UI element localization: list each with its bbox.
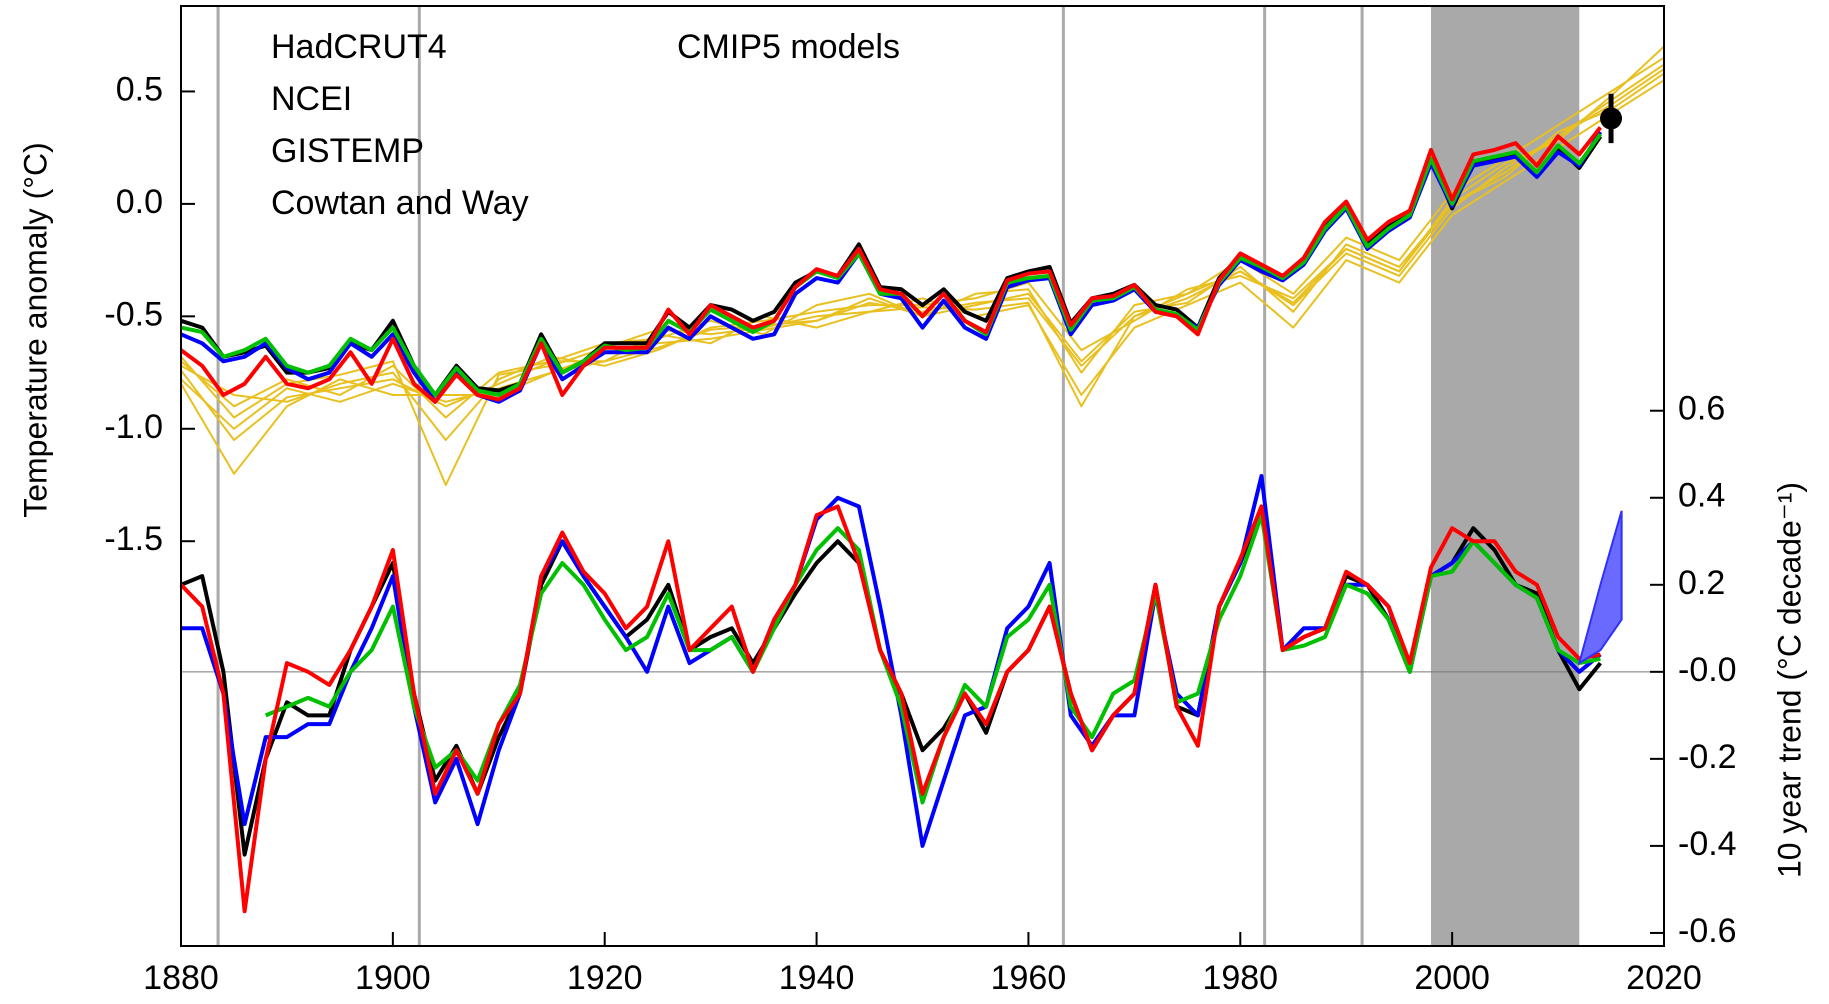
y2-tick-label: -0.0 <box>1678 651 1737 689</box>
y-tick-label: -0.5 <box>104 295 163 333</box>
legend-entry: CMIP5 models <box>677 28 900 66</box>
x-tick-label: 1960 <box>991 959 1067 997</box>
y-tick-label: 0.0 <box>116 183 163 221</box>
trend-line <box>179 504 1601 914</box>
y2-axis-label: 10 year trend (°C decade⁻¹) <box>1771 482 1807 878</box>
obs-line <box>179 126 1602 404</box>
x-tick-label: 2020 <box>1626 959 1702 997</box>
legend-entry: GISTEMP <box>271 132 424 170</box>
x-tick-label: 1980 <box>1202 959 1278 997</box>
y-tick-label: 0.5 <box>116 70 163 108</box>
point <box>1600 107 1623 130</box>
x-tick-label: 2000 <box>1414 959 1490 997</box>
y-tick-label: -1.5 <box>104 520 163 558</box>
y2-tick-label: -0.4 <box>1678 825 1737 863</box>
y-tick-label: -1.0 <box>104 408 163 446</box>
plot-frame <box>180 5 1665 947</box>
y2-tick-label: -0.2 <box>1678 738 1737 776</box>
legend-entry: Cowtan and Way <box>271 184 529 222</box>
legend-entry: HadCRUT4 <box>271 28 447 66</box>
x-tick-label: 1900 <box>355 959 431 997</box>
y2-tick-label: 0.2 <box>1678 564 1725 602</box>
trend-line <box>264 513 1601 805</box>
y2-tick-label: -0.6 <box>1678 912 1737 950</box>
model-line <box>180 63 1665 486</box>
obs-line <box>180 133 1603 397</box>
y-axis-label: Temperature anomaly (°C) <box>17 142 53 518</box>
trend-band <box>1577 510 1623 666</box>
y2-tick-label: 0.4 <box>1678 477 1725 515</box>
x-tick-label: 1920 <box>567 959 643 997</box>
x-tick-label: 1880 <box>143 959 219 997</box>
legend-entry: NCEI <box>271 80 352 118</box>
y2-tick-label: 0.6 <box>1678 390 1725 428</box>
x-tick-label: 1940 <box>779 959 855 997</box>
trend-line <box>181 474 1602 848</box>
